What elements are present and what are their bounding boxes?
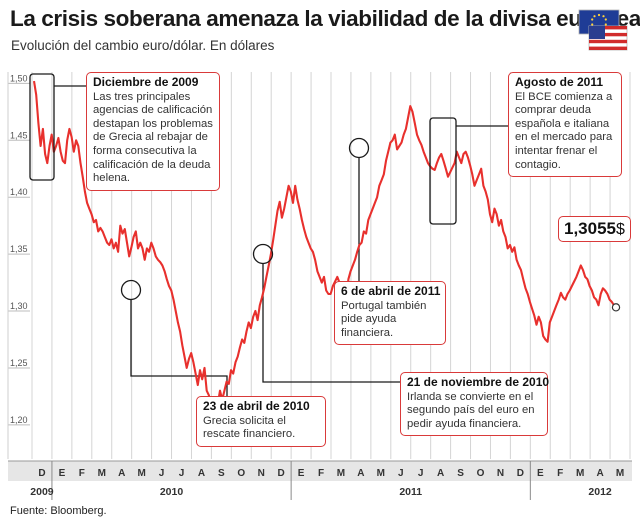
event-marker-nov-2010 [252,243,274,265]
annotation-ago-2011: Agosto de 2011 El BCE comienza a comprar… [508,72,622,178]
chart-title: La crisis soberana amenaza la viabilidad… [10,6,640,31]
annotation-text: Portugal también pide ayuda financiera. [341,299,427,339]
x-tick-label: D [38,468,45,479]
x-tick-label: M [98,468,106,479]
annotation-date: Agosto de 2011 [515,75,604,89]
annotation-dic-2009: Diciembre de 2009 Las tres principales a… [86,72,220,191]
x-tick-label: E [59,468,66,479]
y-tick-label: 1,35 [10,244,28,254]
annotation-date: 6 de abril de 2011 [341,284,441,298]
x-tick-label: M [377,468,385,479]
year-label: 2010 [160,486,184,498]
x-tick-label: S [457,468,464,479]
event-marker-ago-2011 [429,117,457,225]
x-tick-label: F [79,468,85,479]
event-marker-dic-2009 [29,73,55,181]
x-tick-label: J [179,468,185,479]
annotation-abr-2011: 6 de abril de 2011 Portugal también pide… [334,281,446,346]
x-tick-label: A [357,468,364,479]
x-tick-label: A [596,468,603,479]
x-tick-label: M [616,468,624,479]
x-tick-label: F [318,468,324,479]
x-tick-label: E [298,468,305,479]
x-tick-label: A [437,468,444,479]
annotation-text: Las tres principales agencias de calific… [93,90,213,185]
annotation-abr-2010: 23 de abril de 2010 Grecia solicita el r… [196,396,326,447]
x-tick-label: N [258,468,265,479]
last-value-unit: $ [616,221,625,238]
y-tick-label: 1,50 [10,73,28,83]
annotation-text: Grecia solicita el rescate financiero. [203,414,296,441]
x-tick-label: N [497,468,504,479]
y-tick-label: 1,40 [10,187,28,197]
x-tick-label: J [398,468,404,479]
last-value-label: 1,3055$ [558,216,631,242]
annotation-text: El BCE comienza a comprar deuda española… [515,90,613,171]
x-tick-label: D [278,468,285,479]
x-tick-label: A [118,468,125,479]
x-tick-label: M [337,468,345,479]
x-tick-label: D [517,468,524,479]
last-value-dot [611,303,621,312]
x-tick-label: F [557,468,563,479]
year-label: 2009 [30,486,54,498]
annotation-date: Diciembre de 2009 [93,75,199,89]
month-axis-band [8,461,632,481]
annotation-nov-2010: 21 de noviembre de 2010 Irlanda se convi… [400,372,550,437]
x-tick-label: M [576,468,584,479]
flags-icon [578,9,628,51]
last-value-number: 1,3055 [564,219,616,238]
annotation-text: Irlanda se convierte en el segundo país … [407,390,535,430]
connector-abr-2010 [130,300,228,396]
event-marker-abr-2010 [120,279,142,301]
connector-nov-2010 [262,264,400,383]
series-line-eurusd [32,80,615,432]
annotation-date: 21 de noviembre de 2010 [407,375,550,389]
x-tick-label: O [477,468,485,479]
y-tick-label: 1,25 [10,358,28,368]
year-label: 2011 [399,486,422,498]
x-tick-label: O [237,468,245,479]
x-tick-label: A [198,468,205,479]
x-tick-label: S [218,468,225,479]
chart-subtitle: Evolución del cambio euro/dólar. En dóla… [11,38,275,53]
y-tick-label: 1,20 [10,415,28,425]
annotation-date: 23 de abril de 2010 [203,399,310,413]
x-tick-label: J [159,468,165,479]
source-note: Fuente: Bloomberg. [10,505,107,517]
y-tick-label: 1,45 [10,130,28,140]
us-flag-icon [588,25,628,51]
x-tick-label: E [537,468,544,479]
year-label: 2012 [588,486,612,498]
y-tick-label: 1,30 [10,301,28,311]
x-tick-label: J [418,468,424,479]
event-marker-abr-2011 [348,137,370,159]
x-tick-label: M [137,468,145,479]
